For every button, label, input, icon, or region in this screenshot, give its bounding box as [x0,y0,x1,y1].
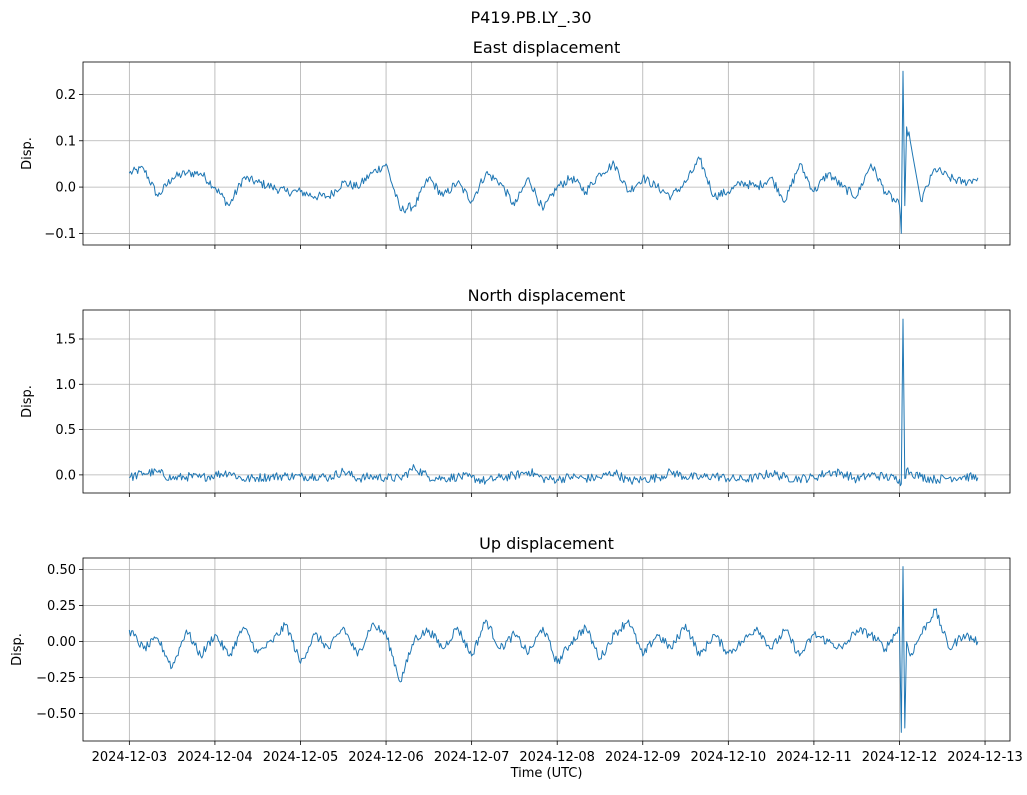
y-tick-label: −0.25 [36,671,76,686]
y-tick-label: 0.1 [55,134,76,149]
plot-frame [82,557,1011,742]
plot-frame [82,309,1011,494]
y-tick-label: −0.1 [44,227,76,242]
y-axis-label: Disp. [10,633,25,666]
y-tick-label: 0.0 [55,468,76,483]
x-tick-label: 2024-12-08 [519,750,595,765]
x-tick-label: 2024-12-10 [691,750,767,765]
y-tick-label: 0.50 [47,563,76,578]
y-axis-label: Disp. [20,385,35,418]
subplot-title: Up displacement [479,534,614,553]
y-axis-label: Disp. [20,137,35,170]
y-tick-label: 0.0 [55,181,76,196]
y-tick-label: 0.5 [55,423,76,438]
plot-frame [82,61,1011,246]
x-tick-label: 2024-12-06 [348,750,424,765]
series-line-east-displacement [128,70,979,234]
subplot-title: East displacement [473,38,620,57]
x-tick-label: 2024-12-03 [92,750,168,765]
x-tick-label: 2024-12-04 [177,750,253,765]
y-tick-label: 1.5 [55,332,76,347]
series-line-north-displacement [129,318,979,487]
y-tick-label: 1.0 [55,378,76,393]
subplot-north-displacement: 0.0 0.5 1.0 1.5 North displacement Disp. [20,286,1011,497]
x-tick-label: 2024-12-11 [776,750,852,765]
y-tick-label: 0.25 [47,599,76,614]
y-tick-label: −0.50 [36,707,76,722]
x-tick-label: 2024-12-05 [263,750,339,765]
subplot-east-displacement: −0.1 0.0 0.1 0.2 East displacement Disp. [20,38,1011,249]
subplot-title: North displacement [468,286,626,305]
x-tick-label: 2024-12-12 [862,750,938,765]
series-line-up-displacement [128,566,979,733]
figure-title: P419.PB.LY_.30 [471,8,592,28]
y-tick-label: 0.2 [55,88,76,103]
x-tick-label: 2024-12-09 [605,750,681,765]
subplot-up-displacement: −0.50 −0.25 0.00 0.25 0.50 2024-12-03 2024-12-… [10,534,1023,781]
y-tick-label: 0.00 [47,635,76,650]
x-axis-label: Time (UTC) [510,766,583,781]
x-tick-label: 2024-12-13 [947,750,1023,765]
x-tick-label: 2024-12-07 [434,750,510,765]
